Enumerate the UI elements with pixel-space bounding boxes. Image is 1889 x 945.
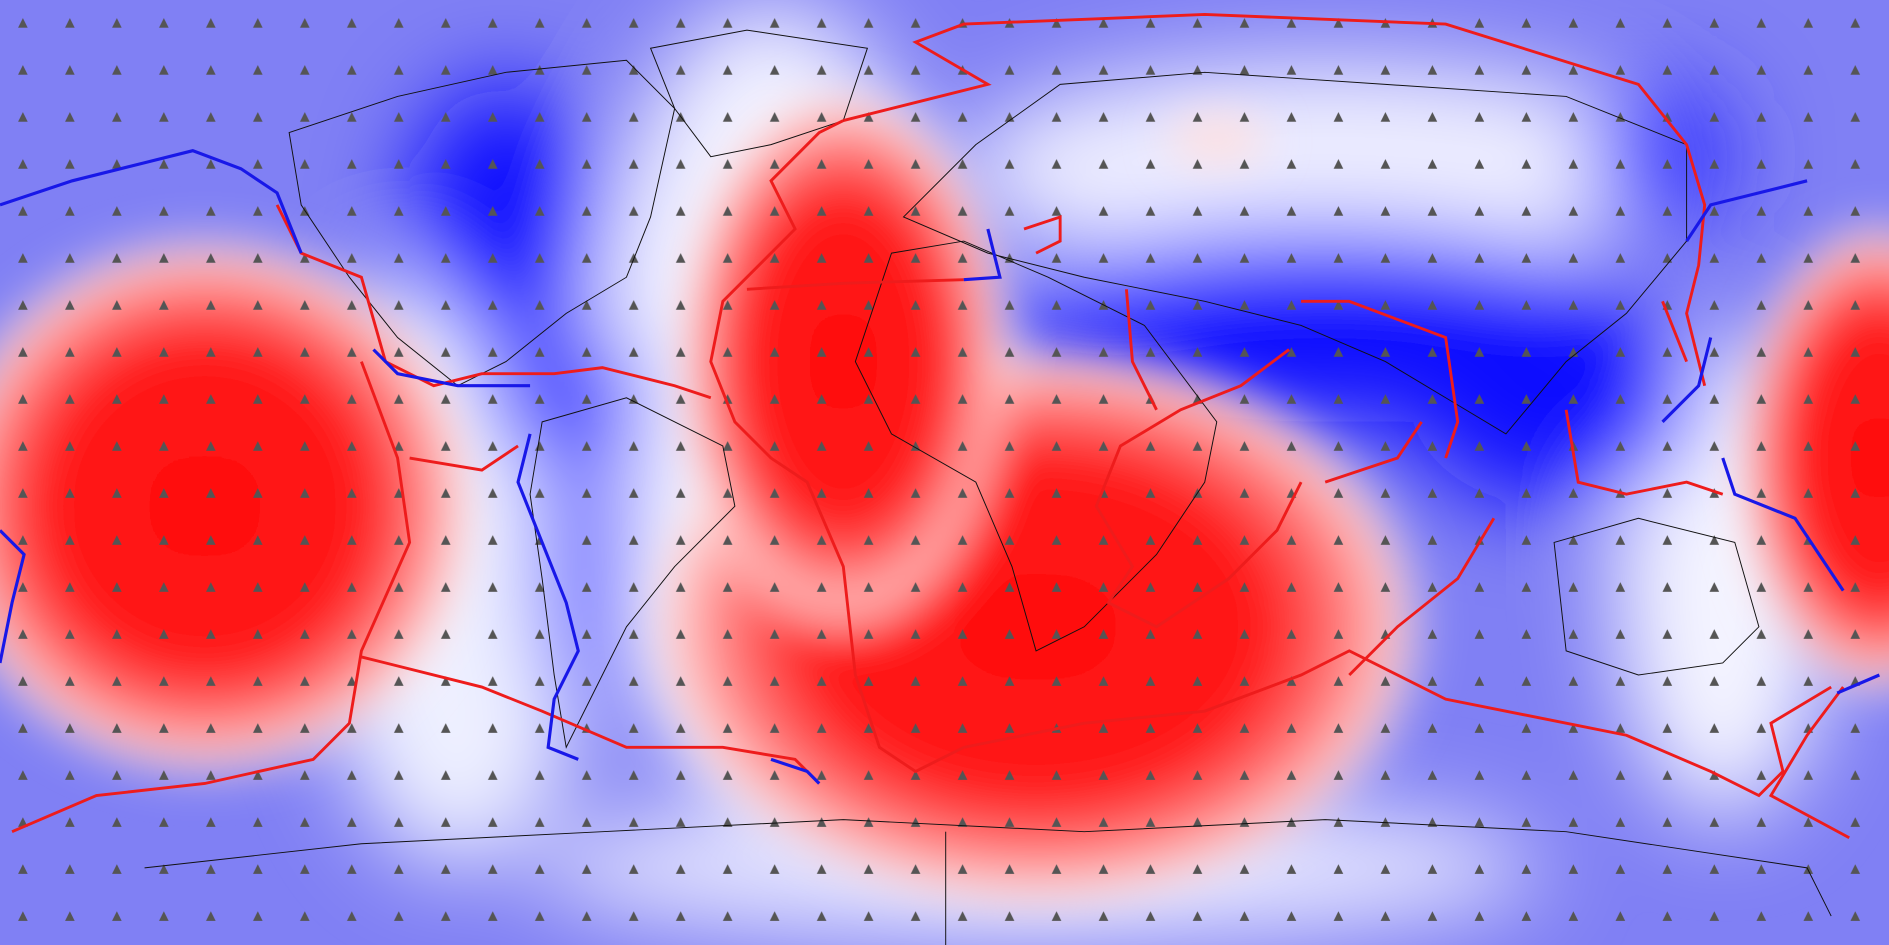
coastlines (144, 29, 1832, 945)
plate-boundaries (11, 13, 1850, 839)
subduction-zones (0, 149, 1880, 785)
